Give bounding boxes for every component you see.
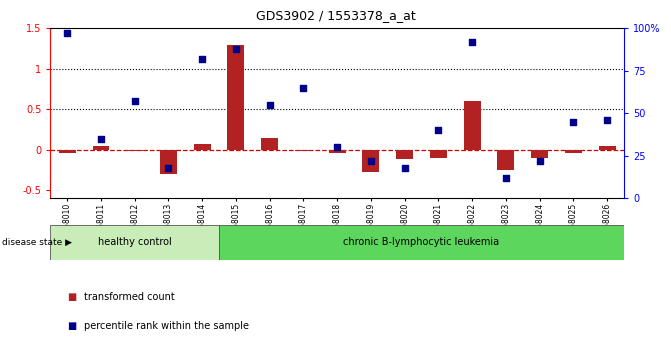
Point xyxy=(331,144,342,150)
Point xyxy=(95,136,106,142)
Point xyxy=(433,127,444,133)
Bar xyxy=(126,150,143,151)
Text: ■: ■ xyxy=(67,292,76,302)
Bar xyxy=(430,150,447,158)
Bar xyxy=(50,225,219,260)
Bar xyxy=(599,145,615,150)
Point xyxy=(231,46,242,52)
Text: transformed count: transformed count xyxy=(84,292,174,302)
Point xyxy=(163,165,174,171)
Text: chronic B-lymphocytic leukemia: chronic B-lymphocytic leukemia xyxy=(344,238,500,247)
Text: ■: ■ xyxy=(67,321,76,331)
Point xyxy=(197,56,207,62)
Text: healthy control: healthy control xyxy=(98,238,172,247)
Bar xyxy=(227,45,244,150)
Text: GDS3902 / 1553378_a_at: GDS3902 / 1553378_a_at xyxy=(256,9,415,22)
Bar xyxy=(295,150,312,151)
Point xyxy=(534,158,545,164)
Point xyxy=(568,119,579,125)
Bar xyxy=(261,138,278,150)
Bar xyxy=(497,150,515,170)
Point xyxy=(130,98,140,104)
Point xyxy=(264,102,275,108)
Bar xyxy=(93,145,109,150)
Bar xyxy=(59,150,76,153)
Point xyxy=(62,30,72,36)
Bar xyxy=(565,150,582,153)
Bar xyxy=(531,150,548,158)
Bar xyxy=(219,225,624,260)
Point xyxy=(501,175,511,181)
Point xyxy=(467,39,478,45)
Point xyxy=(399,165,410,171)
Point xyxy=(298,85,309,91)
Bar xyxy=(464,101,480,150)
Bar xyxy=(397,150,413,159)
Bar xyxy=(194,144,211,150)
Bar xyxy=(329,150,346,153)
Bar xyxy=(362,150,379,172)
Bar xyxy=(160,150,177,174)
Point xyxy=(366,158,376,164)
Text: percentile rank within the sample: percentile rank within the sample xyxy=(84,321,249,331)
Point xyxy=(602,117,613,123)
Text: disease state ▶: disease state ▶ xyxy=(2,238,72,247)
